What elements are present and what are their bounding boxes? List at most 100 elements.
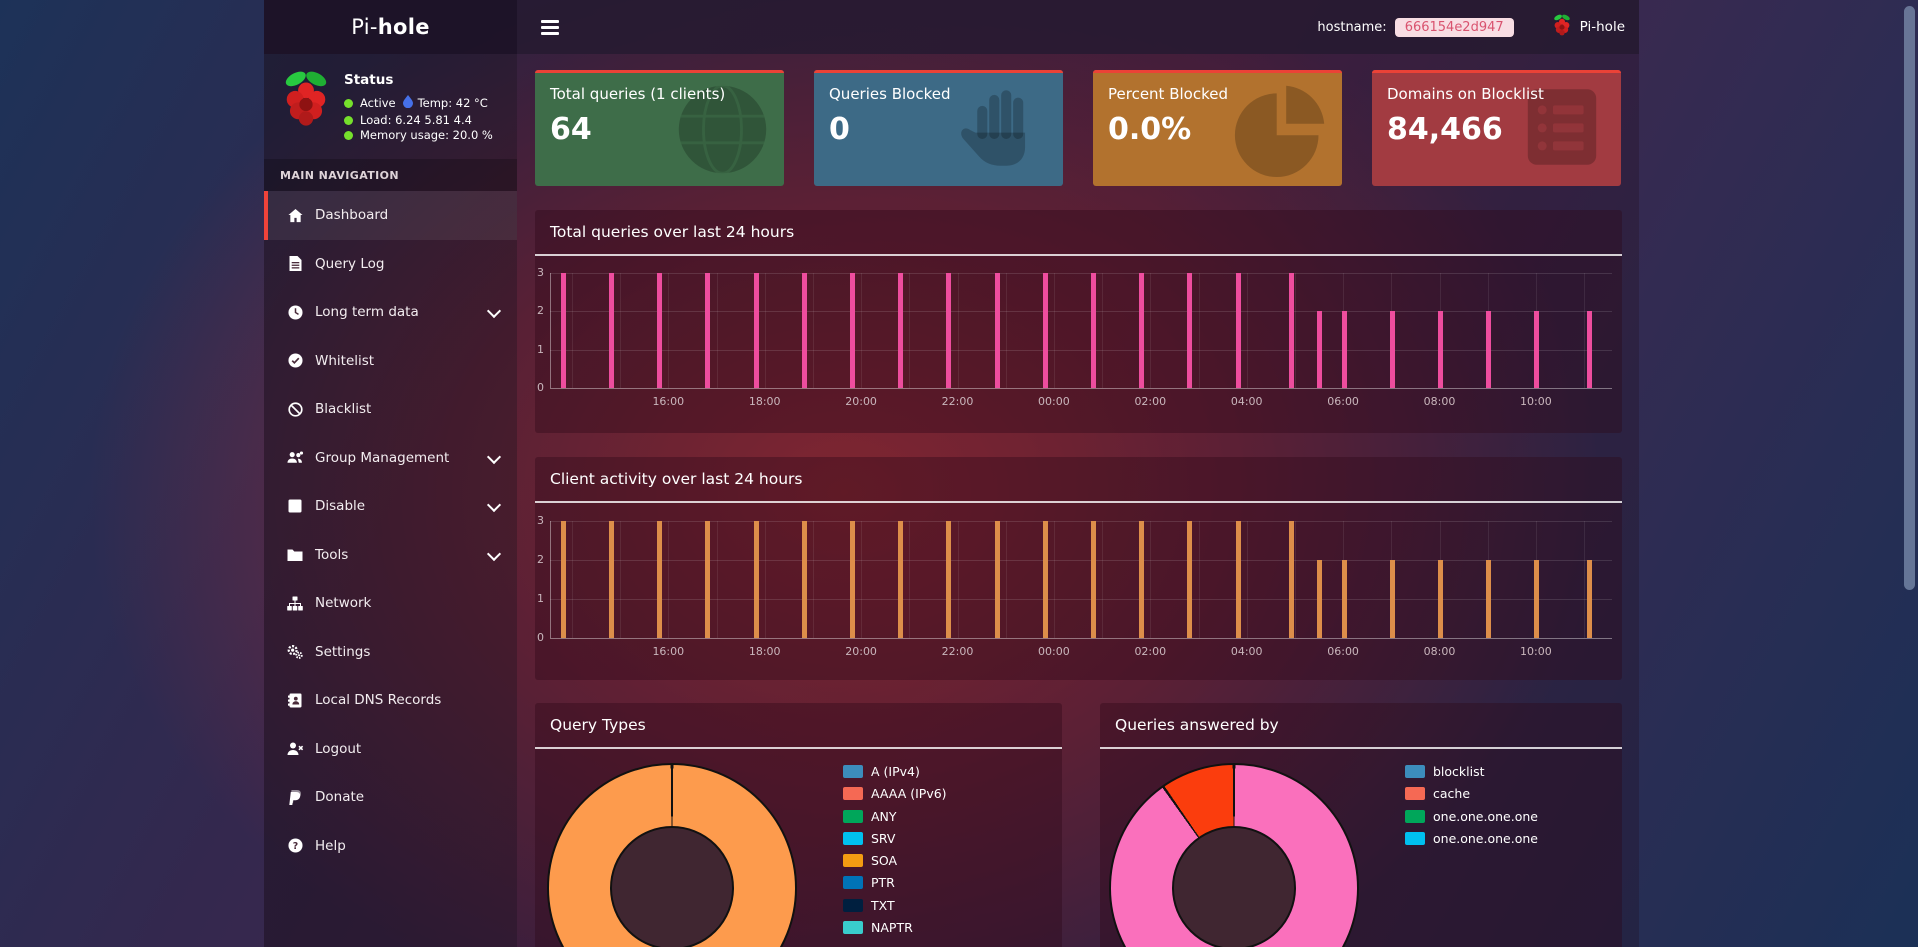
- stop-icon: [282, 499, 308, 513]
- card-top-accent: [814, 70, 1063, 73]
- status-ok-icon: [344, 131, 353, 141]
- sidebar-item-logout[interactable]: Logout: [264, 725, 517, 774]
- legend-swatch: [1405, 787, 1425, 801]
- gridline: [1150, 273, 1152, 388]
- donut-hole: [1172, 826, 1296, 947]
- page-scrollbar-thumb[interactable]: [1904, 6, 1915, 590]
- bar: [753, 521, 759, 638]
- x-tick-label: 22:00: [941, 645, 974, 658]
- sidebar-item-tools[interactable]: Tools: [264, 531, 517, 580]
- x-tick-label: 20:00: [845, 395, 877, 408]
- legend-swatch: [843, 921, 863, 935]
- panel-title: Query Types: [550, 716, 646, 734]
- legend-item-any[interactable]: ANY: [843, 809, 947, 824]
- legend-item-one-one-one-one[interactable]: one.one.one.one: [1405, 809, 1538, 824]
- gridline: [812, 273, 814, 388]
- hostname-label: hostname:: [1317, 19, 1387, 35]
- legend-item-aaaa-ipv6[interactable]: AAAA (IPv6): [843, 786, 947, 801]
- sidebar-item-whitelist[interactable]: Whitelist: [264, 337, 517, 386]
- legend-item-blocklist[interactable]: blocklist: [1405, 764, 1538, 779]
- check-circle-icon: [282, 353, 308, 368]
- bar: [1042, 273, 1048, 388]
- client-activity-chart: 0 1 2 3 16:00 18:00 20:00 22:00 00:00 02:00 04:00 0…: [537, 514, 1612, 658]
- sidebar-item-label: Long term data: [315, 304, 419, 321]
- sidebar-item-label: Group Management: [315, 449, 450, 466]
- panel-title: Client activity over last 24 hours: [550, 470, 803, 488]
- sidebar-item-help[interactable]: ? Help: [264, 822, 517, 871]
- legend-item-txt[interactable]: TXT: [843, 897, 947, 913]
- bar: [608, 521, 614, 638]
- gridline: [550, 521, 1612, 522]
- bar: [1486, 560, 1492, 638]
- gridline: [550, 273, 1612, 274]
- gridline: [571, 273, 573, 388]
- card-label: Percent Blocked: [1108, 85, 1228, 103]
- brand-link[interactable]: Pi-hole: [1552, 14, 1625, 40]
- x-tick-label: 16:00: [652, 645, 685, 658]
- legend-swatch: [1405, 765, 1425, 778]
- bar: [994, 521, 1000, 638]
- legend-item-naptr[interactable]: NAPTR: [843, 920, 947, 936]
- status-row: Memory usage: 20.0 %: [344, 128, 493, 144]
- legend-swatch: [843, 787, 863, 801]
- bar: [1235, 273, 1241, 388]
- sidebar-item-label: Network: [315, 595, 372, 612]
- sidebar-item-local-dns-records[interactable]: Local DNS Records: [264, 676, 517, 725]
- sidebar-item-query-log[interactable]: Query Log: [264, 240, 517, 289]
- x-tick-label: 00:00: [1038, 395, 1070, 408]
- legend-swatch: [843, 809, 863, 823]
- hamburger-menu-icon[interactable]: [541, 17, 561, 37]
- status-value: Memory usage: 20.0 %: [360, 128, 493, 142]
- query-types-panel: Query Types A (IPv4) AAAA (IPv6) ANY SRV SOA…: [535, 703, 1062, 947]
- legend-label: NAPTR: [871, 920, 913, 936]
- sidebar-item-label: Local DNS Records: [315, 692, 442, 709]
- x-tick-label: 10:00: [1520, 395, 1552, 408]
- chevron-down-icon: [486, 498, 502, 513]
- card-value: 0.0%: [1108, 112, 1192, 147]
- bar: [1587, 311, 1593, 388]
- sidebar-item-donate[interactable]: Donate: [264, 773, 517, 822]
- question-circle-icon: ?: [282, 838, 308, 853]
- sidebar-item-network[interactable]: Network: [264, 579, 517, 628]
- sidebar-item-label: Help: [315, 837, 346, 854]
- gridline: [909, 273, 911, 388]
- legend-item-one-one-one-one[interactable]: one.one.one.one: [1405, 831, 1538, 846]
- gridline: [1005, 521, 1007, 638]
- sidebar-item-blacklist[interactable]: Blacklist: [264, 385, 517, 434]
- sidebar-item-dashboard[interactable]: Dashboard: [264, 191, 517, 240]
- legend-label: blocklist: [1433, 764, 1485, 779]
- gridline: [571, 521, 573, 638]
- legend-item-srv[interactable]: SRV: [843, 831, 947, 846]
- gridline: [550, 311, 1612, 313]
- legend-label: PTR: [871, 875, 895, 891]
- card-value: 64: [550, 112, 592, 147]
- legend-item-a-ipv4[interactable]: A (IPv4): [843, 764, 947, 779]
- y-tick-label: 2: [537, 304, 544, 318]
- legend-item-ptr[interactable]: PTR: [843, 875, 947, 891]
- card-top-accent: [1093, 70, 1342, 73]
- divider: [1100, 747, 1622, 749]
- gridline: [957, 521, 959, 638]
- gridline: [716, 273, 718, 388]
- bar: [1534, 311, 1540, 388]
- chevron-down-icon: [486, 546, 502, 561]
- panel-title: Total queries over last 24 hours: [550, 223, 795, 241]
- bar: [1139, 273, 1145, 388]
- gridline: [1150, 521, 1152, 638]
- sidebar-item-disable[interactable]: Disable: [264, 482, 517, 531]
- bar: [1437, 311, 1443, 388]
- x-tick-label: 06:00: [1327, 395, 1359, 408]
- sidebar-item-settings[interactable]: Settings: [264, 628, 517, 677]
- legend-item-soa[interactable]: SOA: [843, 853, 947, 868]
- bar: [1534, 560, 1540, 638]
- x-tick-label: 06:00: [1327, 645, 1359, 658]
- legend-item-cache[interactable]: cache: [1405, 786, 1538, 801]
- legend-label: TXT: [871, 897, 895, 913]
- sidebar-item-long-term-data[interactable]: Long term data: [264, 288, 517, 337]
- bar: [1139, 521, 1145, 638]
- card-label: Queries Blocked: [829, 85, 951, 103]
- y-tick-label: 3: [537, 514, 544, 527]
- file-icon: [282, 256, 308, 272]
- sidebar-item-group-management[interactable]: Group Management: [264, 434, 517, 483]
- main-navigation-label: MAIN NAVIGATION: [264, 159, 517, 191]
